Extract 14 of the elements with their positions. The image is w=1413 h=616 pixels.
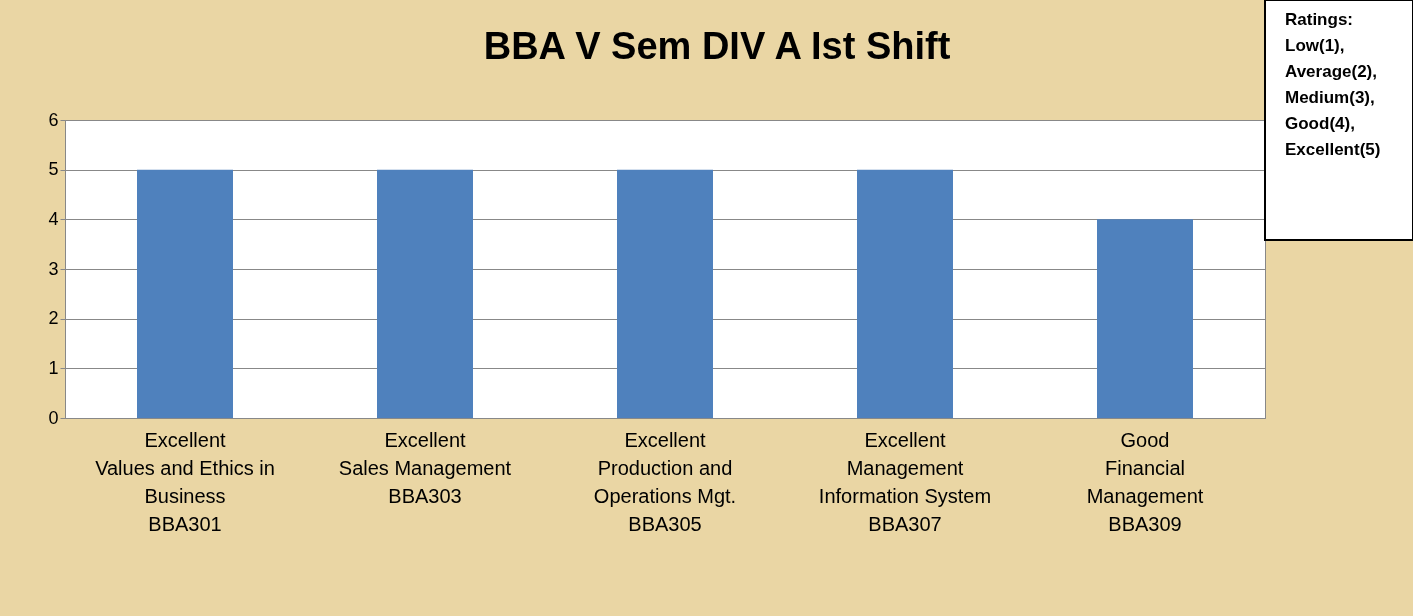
chart-title: BBA V Sem DIV A Ist Shift (483, 25, 951, 67)
text: Ratings: Low(1), Average(2), Medium(3), Good(4), Excellent(5) (1285, 10, 1381, 159)
x-tick-label: Excellent Production and Operations Mgt. BBA305 (593, 428, 737, 535)
y-tick-label: 0 (48, 407, 59, 428)
x-tick-label: Good Financial Management BBA309 (1086, 428, 1204, 535)
y-tick-label: 2 (48, 308, 59, 329)
y-tick-label: 1 (48, 357, 59, 378)
y-tick-label: 3 (48, 258, 59, 279)
y-tick-label: 6 (48, 109, 59, 130)
x-tick-label: Excellent Management Information System BBA307 (818, 428, 992, 535)
y-tick-label: 4 (48, 208, 59, 229)
y-tick-label: 5 (48, 159, 59, 180)
x-tick-label: Excellent Sales Management BBA303 (338, 428, 512, 507)
x-tick-label: Excellent Values and Ethics in Business BBA301 (95, 428, 275, 535)
